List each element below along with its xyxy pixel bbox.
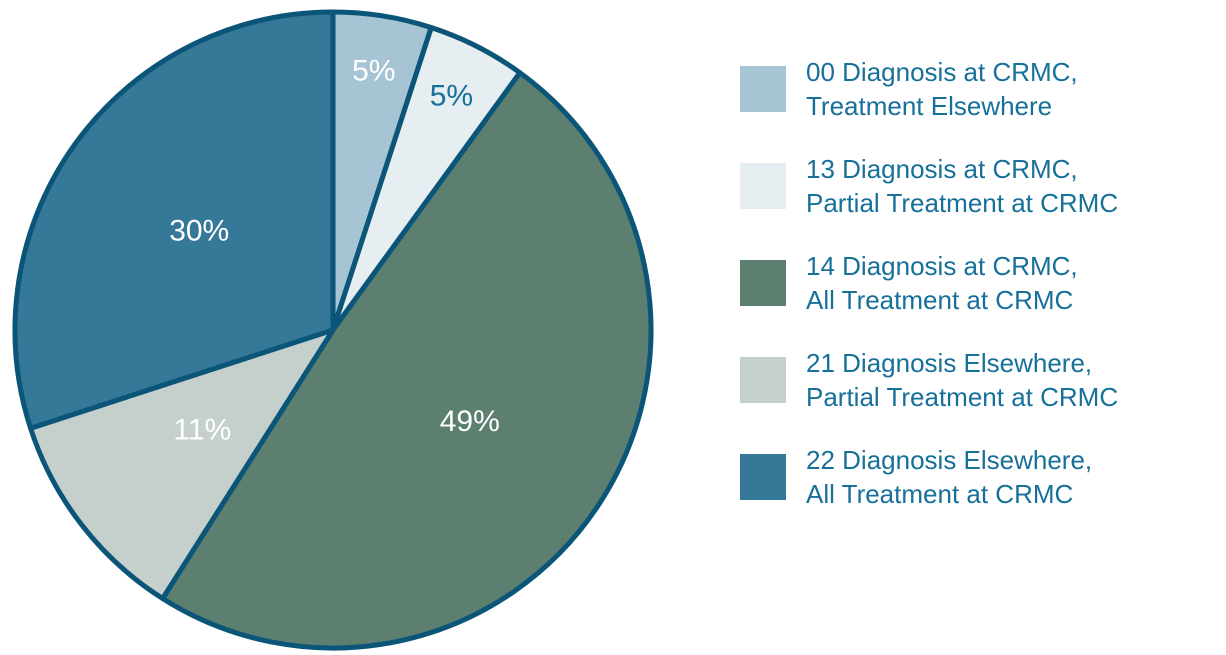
data-label: 49% xyxy=(440,405,500,438)
legend-item: 00 Diagnosis at CRMC, Treatment Elsewher… xyxy=(740,55,1078,123)
pie-slice xyxy=(160,70,654,651)
legend-item: 22 Diagnosis Elsewhere, All Treatment at… xyxy=(740,443,1092,511)
pie-slice xyxy=(12,9,336,431)
data-label: 5% xyxy=(430,80,473,113)
legend-item: 21 Diagnosis Elsewhere, Partial Treatmen… xyxy=(740,346,1118,414)
legend-swatch xyxy=(740,66,786,112)
legend-label: 00 Diagnosis at CRMC, Treatment Elsewher… xyxy=(806,57,1078,121)
data-label: 11% xyxy=(173,413,231,446)
chart: 5% 5% 49% 11% 30% xyxy=(12,9,654,651)
legend-label: 22 Diagnosis Elsewhere, All Treatment at… xyxy=(806,445,1093,509)
legend-label: 14 Diagnosis at CRMC, All Treatment at C… xyxy=(806,251,1078,315)
legend-label: 21 Diagnosis Elsewhere, Partial Treatmen… xyxy=(806,348,1119,412)
legend-swatch xyxy=(740,357,786,403)
pie-slice xyxy=(28,327,336,601)
legend-swatch xyxy=(740,454,786,500)
legend-swatch xyxy=(740,163,786,209)
data-label: 5% xyxy=(352,54,395,87)
legend-label: 13 Diagnosis at CRMC, Partial Treatment … xyxy=(806,154,1119,218)
legend-item: 13 Diagnosis at CRMC, Partial Treatment … xyxy=(740,152,1118,220)
data-label: 30% xyxy=(169,215,229,248)
legend-swatch xyxy=(740,260,786,306)
legend-item: 14 Diagnosis at CRMC, All Treatment at C… xyxy=(740,249,1078,317)
